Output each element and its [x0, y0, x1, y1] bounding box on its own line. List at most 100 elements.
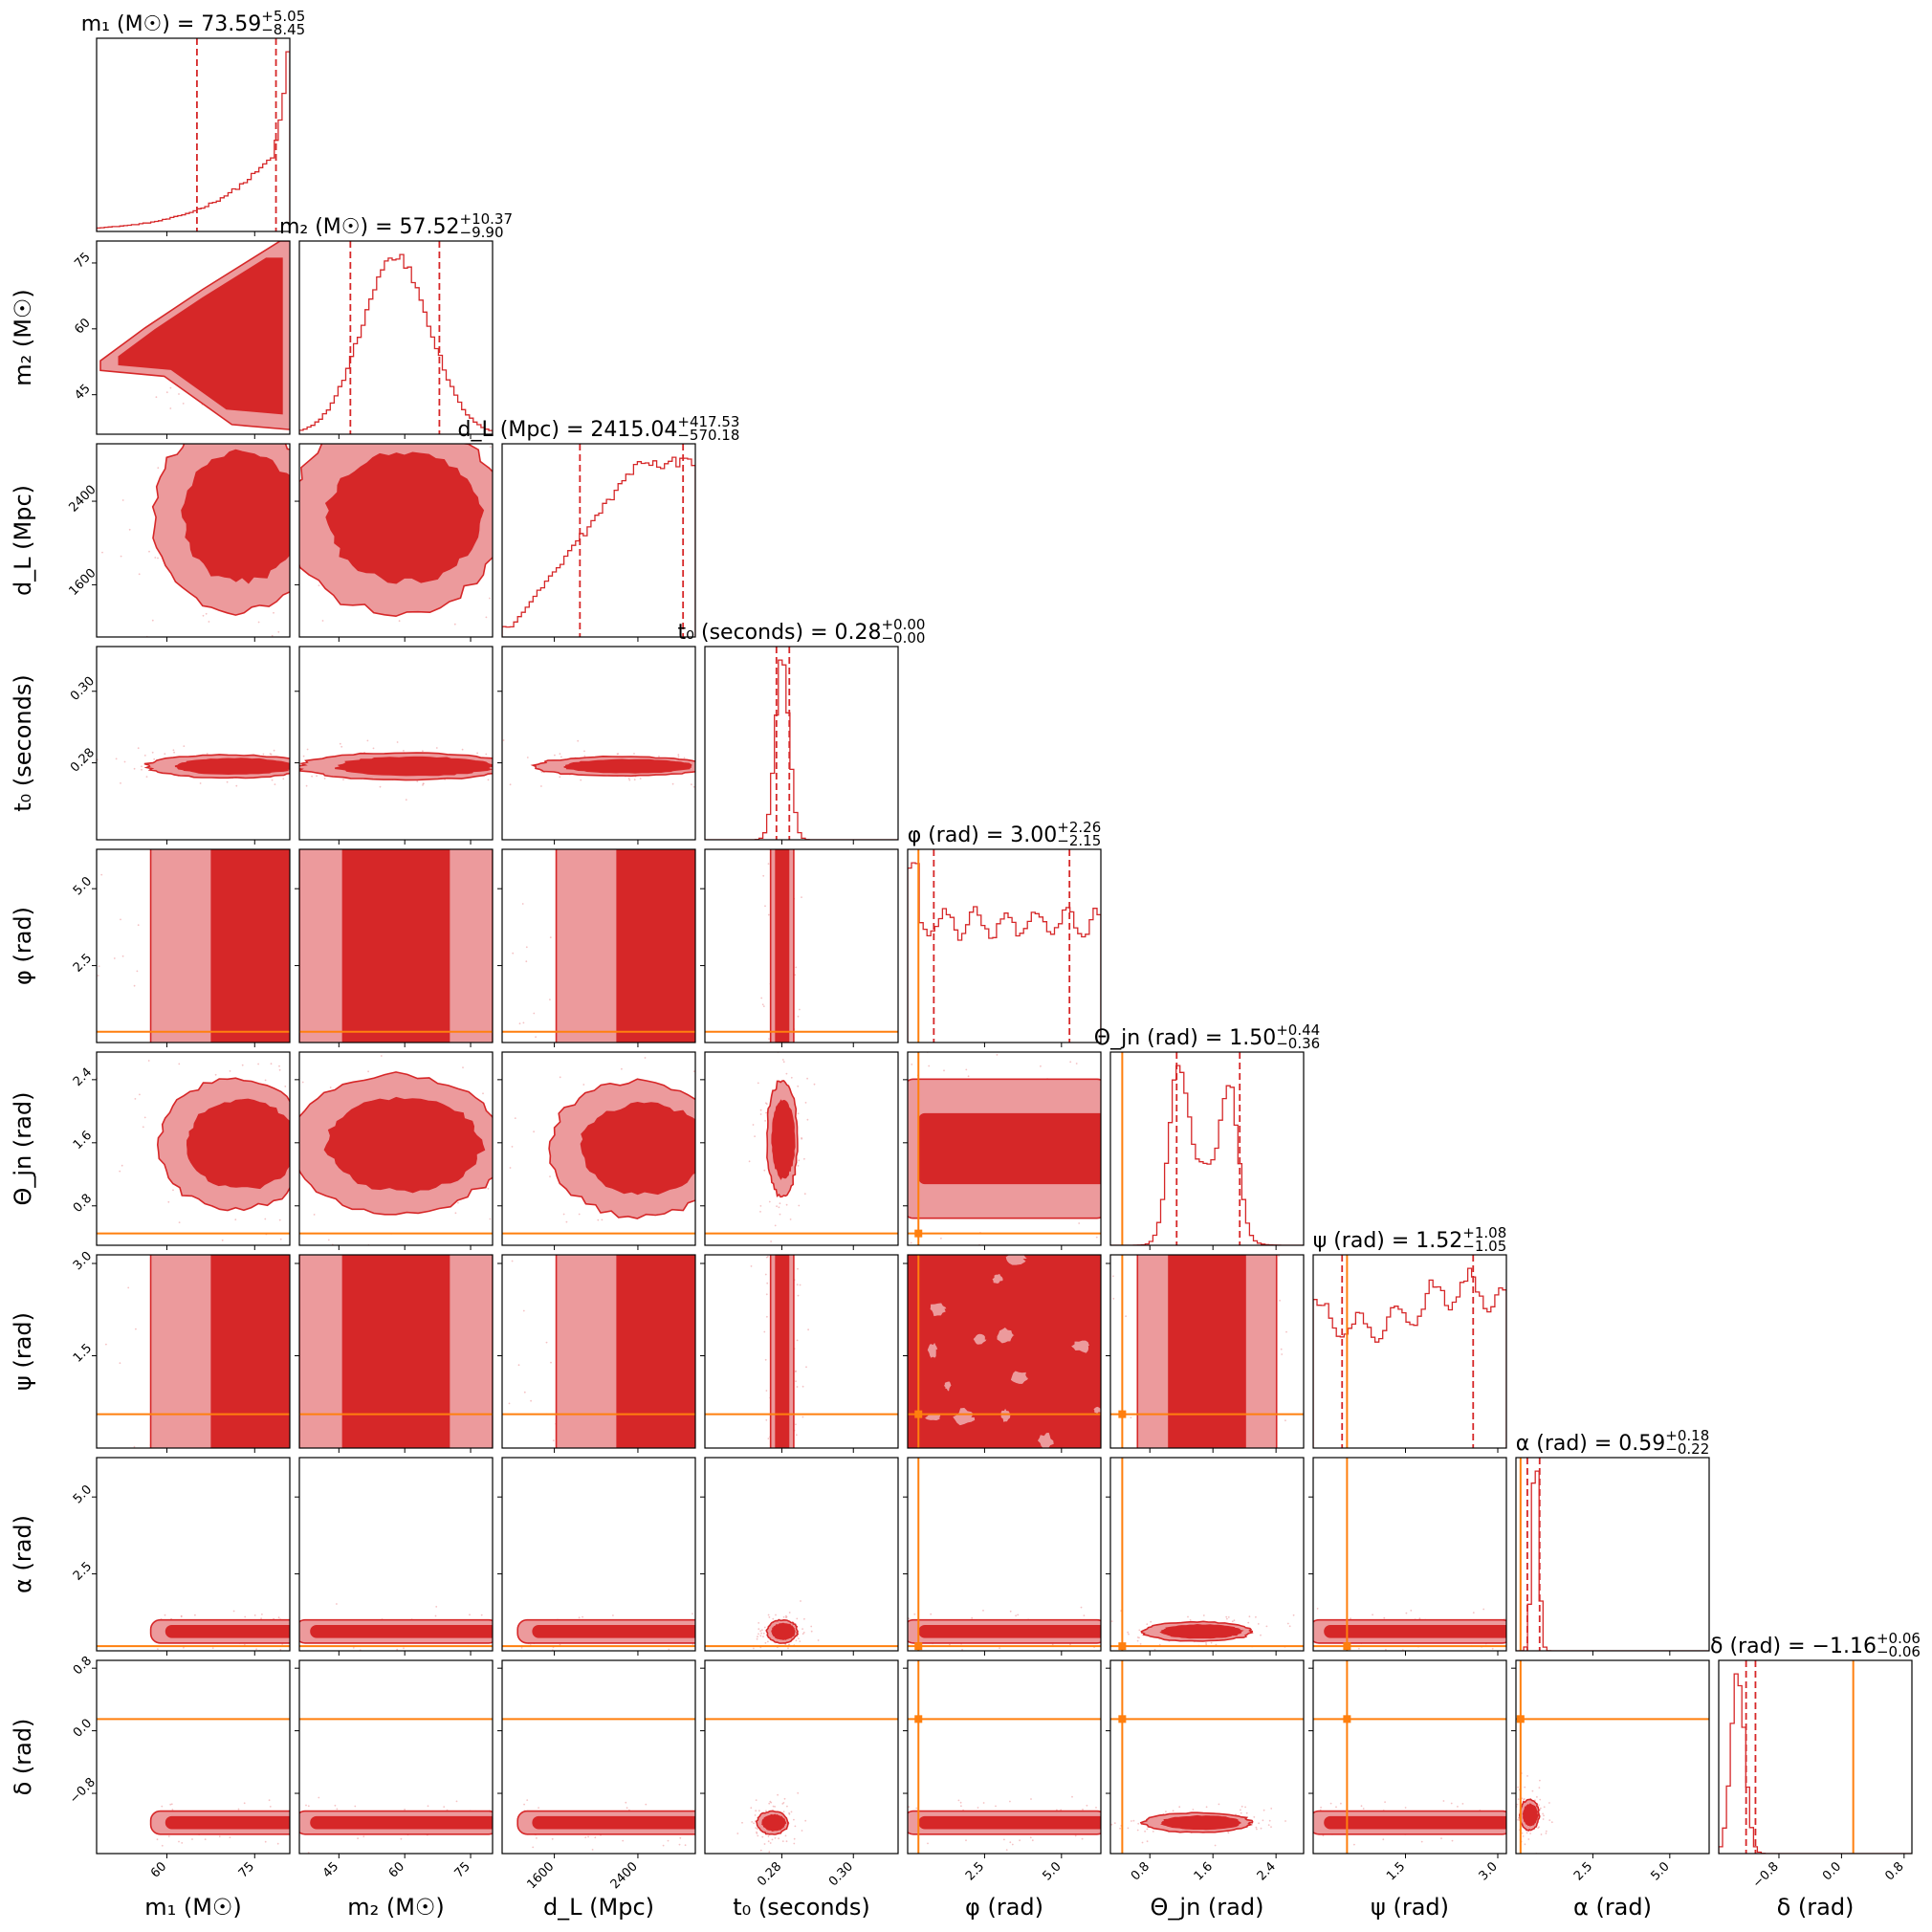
sample-point — [761, 1003, 764, 1006]
contour-dL-phi — [497, 848, 818, 1047]
sample-point — [1307, 1628, 1309, 1630]
sample-point — [915, 1807, 918, 1810]
sample-point — [807, 1328, 809, 1331]
sample-point — [165, 391, 168, 394]
sample-point — [508, 1015, 510, 1017]
sample-point — [295, 758, 296, 760]
sample-point — [194, 1614, 196, 1616]
sample-point — [743, 1036, 745, 1038]
sample-point — [804, 1819, 807, 1822]
contour-inner — [174, 757, 290, 776]
sample-point — [482, 1092, 484, 1095]
sample-point — [698, 1310, 700, 1312]
sample-point — [691, 783, 692, 786]
sample-point — [526, 757, 529, 758]
sample-point — [214, 1073, 217, 1076]
sample-point — [1442, 1800, 1445, 1802]
sample-point — [157, 467, 160, 470]
sample-point — [268, 1799, 271, 1802]
y-axis-label-phi: φ (rad) — [10, 907, 36, 985]
sample-point — [796, 1386, 799, 1388]
sample-point — [306, 748, 309, 751]
sample-point — [971, 1616, 974, 1619]
sample-point — [765, 1810, 767, 1812]
contour-hole — [1009, 1370, 1031, 1386]
sample-point — [133, 1445, 136, 1448]
sample-point — [182, 403, 185, 405]
contour-inner — [341, 849, 450, 1043]
sample-point — [340, 398, 341, 400]
panel-frame — [907, 1051, 1102, 1246]
sample-point — [1095, 1807, 1097, 1809]
sample-point — [713, 1438, 714, 1440]
sample-point — [1119, 1827, 1121, 1830]
sample-point — [47, 418, 49, 420]
panel-frame — [501, 1051, 696, 1246]
panel-frame — [298, 1051, 494, 1246]
sample-point — [489, 597, 491, 600]
sample-point — [279, 1238, 282, 1240]
sample-point — [943, 1069, 945, 1072]
contour-inner — [186, 1098, 290, 1190]
sample-point — [796, 1284, 799, 1285]
sample-point — [1009, 1610, 1012, 1613]
sample-point — [508, 1402, 511, 1405]
sample-point — [328, 736, 330, 738]
sample-point — [1517, 1798, 1520, 1800]
sample-point — [77, 1176, 79, 1178]
contour-hole — [996, 1326, 1018, 1345]
sample-point — [757, 1633, 759, 1636]
sample-point — [1410, 1610, 1413, 1612]
sample-point — [782, 1615, 785, 1618]
sample-point — [1113, 1822, 1116, 1825]
sample-point — [785, 1840, 788, 1843]
sample-point — [199, 782, 202, 784]
contour-inner — [341, 1255, 450, 1448]
sample-point — [816, 857, 818, 859]
sample-point — [292, 1147, 294, 1149]
sample-point — [756, 1637, 758, 1640]
x-axis-label-psi: ψ (rad) — [1371, 1894, 1449, 1921]
sample-point — [736, 764, 738, 766]
sample-point — [334, 1804, 337, 1807]
sample-point — [502, 739, 505, 741]
panel-title-t0: t₀ (seconds) = 0.28+0.00 −0.00 — [678, 616, 926, 647]
panel-frame — [96, 240, 291, 435]
sample-point — [767, 913, 770, 916]
sample-point — [558, 751, 560, 753]
contour-inner — [1522, 1803, 1539, 1827]
sample-point — [415, 309, 417, 311]
sample-point — [786, 1805, 788, 1808]
sample-point — [708, 1333, 710, 1335]
sample-point — [1286, 1622, 1289, 1625]
sample-point — [284, 1086, 287, 1087]
sample-point — [133, 767, 136, 770]
sample-point — [1030, 1798, 1032, 1800]
sample-point — [1307, 1336, 1309, 1338]
sample-point — [568, 779, 570, 781]
y-tick-label: 2.5 — [71, 1559, 95, 1583]
sample-point — [960, 1805, 962, 1808]
sample-point — [617, 753, 620, 755]
sample-point — [1308, 1356, 1310, 1358]
sample-point — [321, 620, 324, 622]
sample-point — [292, 436, 294, 438]
sample-point — [753, 1647, 755, 1650]
sample-point — [721, 892, 723, 894]
sample-point — [908, 1617, 911, 1620]
sample-point — [1081, 1837, 1084, 1840]
sample-point — [796, 1339, 799, 1342]
sample-point — [684, 1844, 687, 1847]
sample-point — [1469, 1657, 1471, 1658]
sample-point — [774, 1806, 776, 1808]
sample-point — [797, 1015, 800, 1018]
contour-phi-psi — [903, 1254, 1102, 1453]
sample-point — [494, 1119, 496, 1121]
sample-point — [278, 1218, 281, 1221]
sample-point — [525, 946, 528, 949]
x-tick-label: 60 — [148, 1859, 169, 1880]
sample-point — [554, 754, 556, 757]
y-tick-label: 0.8 — [71, 1192, 95, 1216]
contour-inner — [165, 1815, 290, 1830]
sample-point — [489, 446, 492, 449]
